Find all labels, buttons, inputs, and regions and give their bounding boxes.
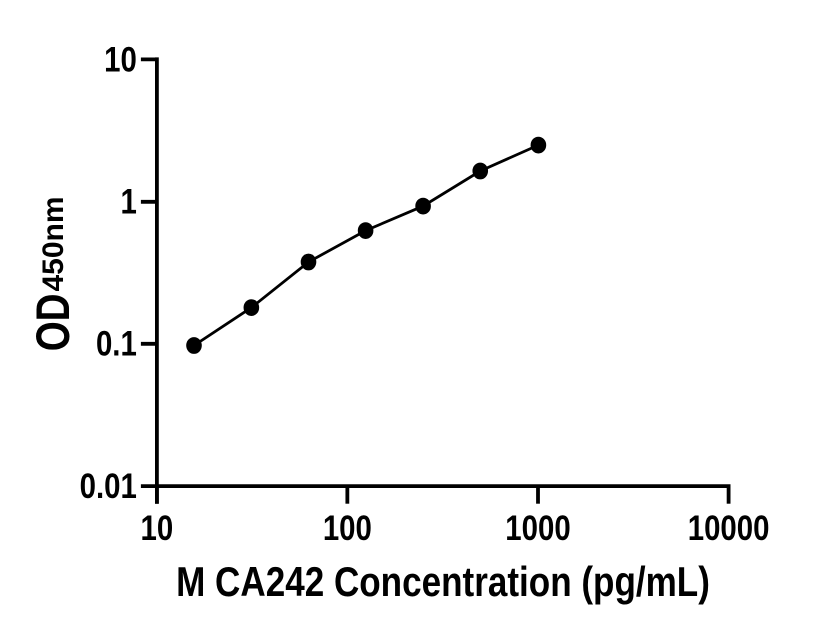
svg-text:1: 1 — [120, 182, 136, 221]
svg-text:10: 10 — [141, 509, 174, 548]
svg-text:10: 10 — [104, 40, 137, 79]
svg-text:450nm: 450nm — [37, 196, 70, 291]
svg-text:100: 100 — [323, 509, 372, 548]
svg-text:M CA242 Concentration (pg/mL): M CA242 Concentration (pg/mL) — [176, 559, 710, 606]
svg-text:10000: 10000 — [688, 509, 770, 548]
svg-text:0.1: 0.1 — [96, 324, 137, 363]
svg-text:0.01: 0.01 — [80, 466, 137, 505]
svg-text:OD: OD — [27, 294, 79, 352]
svg-text:1000: 1000 — [505, 509, 570, 548]
